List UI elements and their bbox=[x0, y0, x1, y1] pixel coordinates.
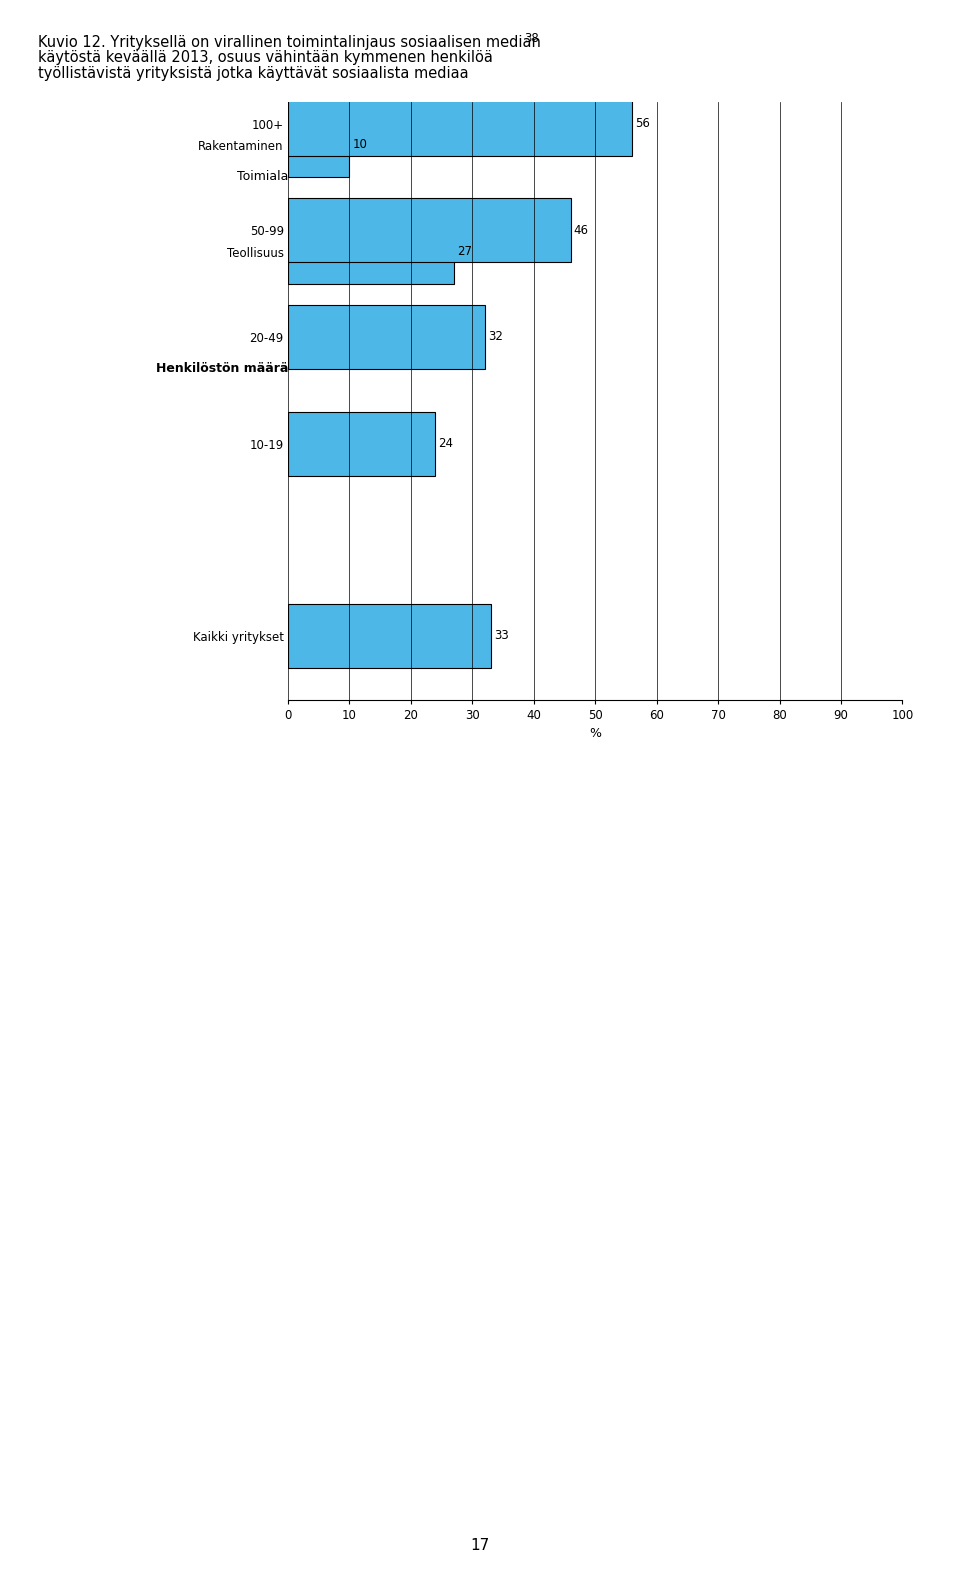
Text: 33: 33 bbox=[493, 629, 509, 641]
Text: 56: 56 bbox=[636, 116, 650, 130]
X-axis label: %: % bbox=[589, 728, 601, 740]
Bar bbox=[288, 198, 570, 263]
Text: Henkilöstön määrä: Henkilöstön määrä bbox=[156, 363, 288, 376]
Text: 32: 32 bbox=[488, 330, 502, 343]
Text: käytöstä keväällä 2013, osuus vähintään kymmenen henkilöä: käytöstä keväällä 2013, osuus vähintään … bbox=[38, 50, 493, 66]
Bar bbox=[288, 305, 485, 369]
Text: 27: 27 bbox=[457, 245, 472, 258]
Text: 38: 38 bbox=[524, 31, 540, 44]
Text: työllistävistä yrityksistä jotka käyttävät sosiaalista mediaa: työllistävistä yrityksistä jotka käyttäv… bbox=[38, 66, 469, 82]
Text: 17: 17 bbox=[470, 1537, 490, 1553]
Bar bbox=[288, 91, 632, 156]
Bar bbox=[288, 6, 521, 71]
Text: Toimiala: Toimiala bbox=[236, 170, 288, 184]
Bar bbox=[288, 604, 491, 668]
Text: 10: 10 bbox=[352, 138, 368, 151]
Text: 46: 46 bbox=[574, 223, 588, 237]
Bar bbox=[288, 220, 454, 283]
Bar bbox=[288, 412, 436, 475]
Text: Kuvio 12. Yrityksellä on virallinen toimintalinjaus sosiaalisen median: Kuvio 12. Yrityksellä on virallinen toim… bbox=[38, 35, 541, 50]
Bar bbox=[288, 113, 349, 176]
Text: 24: 24 bbox=[439, 437, 453, 450]
